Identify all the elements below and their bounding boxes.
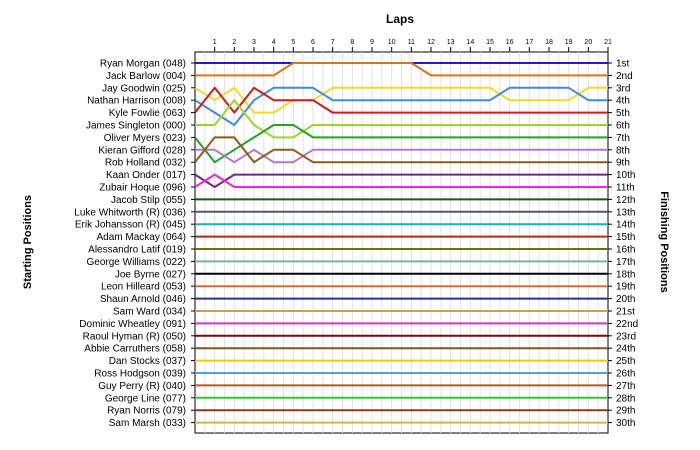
driver-label: Rob Holland (032) xyxy=(105,158,186,169)
finish-position-label: 19th xyxy=(616,282,635,293)
series-line xyxy=(194,173,608,188)
lap-tick-label: 10 xyxy=(388,39,396,46)
finish-position-label: 8th xyxy=(616,145,630,156)
driver-label: Dominic Wheatley (091) xyxy=(79,319,186,330)
finish-position-label: 2nd xyxy=(616,71,633,82)
finish-position-label: 28th xyxy=(616,393,635,404)
series-line xyxy=(194,173,608,188)
lap-tick-label: 6 xyxy=(311,39,315,46)
driver-label: Kyle Fowlie (063) xyxy=(109,108,186,119)
finish-position-label: 5th xyxy=(616,108,630,119)
driver-label: Luke Whitworth (R) (036) xyxy=(74,207,186,218)
series-line xyxy=(194,86,608,114)
finish-position-label: 23rd xyxy=(616,331,636,342)
finish-position-label: 22nd xyxy=(616,319,638,330)
driver-label: George Williams (022) xyxy=(87,257,186,268)
driver-label: Nathan Harrison (008) xyxy=(87,96,186,107)
lap-tick-label: 21 xyxy=(604,39,612,46)
chart-title: Laps xyxy=(385,12,414,26)
finish-position-label: 3rd xyxy=(616,83,630,94)
driver-label: George Line (077) xyxy=(105,393,186,404)
driver-label: Kieran Gifford (028) xyxy=(98,145,186,156)
series-line xyxy=(195,62,608,77)
driver-label: Jay Goodwin (025) xyxy=(102,83,186,94)
driver-label: Sam Ward (034) xyxy=(113,307,186,318)
lap-tick-label: 18 xyxy=(545,39,553,46)
chart-grid xyxy=(194,51,609,434)
lap-tick-label: 17 xyxy=(525,39,533,46)
lap-tick-label: 19 xyxy=(565,39,573,46)
lap-tick-label: 12 xyxy=(427,39,435,46)
finish-position-label: 6th xyxy=(616,121,630,132)
lap-tick-label: 5 xyxy=(291,39,295,46)
driver-label: Joe Byrne (027) xyxy=(115,269,186,280)
driver-label: Raoul Hyman (R) (050) xyxy=(83,331,186,342)
series-line xyxy=(194,136,608,164)
driver-label: Ryan Norris (079) xyxy=(107,406,186,417)
lap-tick-label: 8 xyxy=(350,39,354,46)
finish-position-label: 17th xyxy=(616,257,635,268)
driver-label: Adam Mackay (064) xyxy=(97,232,186,243)
finish-position-label: 14th xyxy=(616,220,635,231)
driver-label: Zubair Hoque (096) xyxy=(99,183,186,194)
lap-tick-label: 7 xyxy=(331,39,335,46)
driver-label: Ryan Morgan (048) xyxy=(100,59,186,70)
series-line xyxy=(194,124,608,164)
finish-position-label: 18th xyxy=(616,269,635,280)
driver-label: Erik Johansson (R) (045) xyxy=(75,220,186,231)
finish-position-label: 11th xyxy=(616,183,635,194)
driver-label: Guy Perry (R) (040) xyxy=(98,381,186,392)
finish-position-label: 29th xyxy=(616,406,635,417)
finish-position-label: 1st xyxy=(616,59,630,70)
finish-position-label: 25th xyxy=(616,356,635,367)
lap-tick-label: 2 xyxy=(232,39,236,46)
finish-position-label: 15th xyxy=(616,232,635,243)
finish-position-label: 24th xyxy=(616,344,635,355)
driver-label: Abbie Carruthers (058) xyxy=(84,344,186,355)
finish-position-label: 10th xyxy=(616,170,635,181)
driver-label: Leon Hilleard (053) xyxy=(101,282,186,293)
finish-position-label: 27th xyxy=(616,381,635,392)
finish-position-label: 4th xyxy=(616,96,630,107)
driver-label: Alessandro Latif (019) xyxy=(88,245,186,256)
chart-series-lines xyxy=(194,62,608,424)
driver-label: Kaan Onder (017) xyxy=(106,170,186,181)
finish-position-label: 7th xyxy=(616,133,630,144)
finish-position-label: 20th xyxy=(616,294,635,305)
finish-position-label: 16th xyxy=(616,245,635,256)
lap-tick-label: 13 xyxy=(447,39,455,46)
driver-label: Sam Marsh (033) xyxy=(109,418,186,429)
lap-tick-label: 14 xyxy=(466,39,474,46)
finish-position-label: 26th xyxy=(616,369,635,380)
finish-position-label: 13th xyxy=(616,207,635,218)
driver-label: Jacob Stilp (055) xyxy=(111,195,186,206)
lap-tick-label: 16 xyxy=(506,39,514,46)
driver-label: Dan Stocks (037) xyxy=(109,356,186,367)
driver-label: Shaun Arnold (046) xyxy=(100,294,186,305)
lap-tick-label: 9 xyxy=(370,39,374,46)
lap-tick-label: 3 xyxy=(252,39,256,46)
driver-label: Oliver Myers (023) xyxy=(104,133,186,144)
finish-position-label: 12th xyxy=(616,195,635,206)
driver-label: James Singleton (000) xyxy=(86,121,186,132)
lap-tick-label: 20 xyxy=(584,39,592,46)
lap-tick-label: 15 xyxy=(486,39,494,46)
lap-tick-label: 1 xyxy=(213,39,217,46)
finish-position-label: 9th xyxy=(616,158,630,169)
lap-tick-label: 11 xyxy=(408,39,415,46)
finish-position-label: 21st xyxy=(616,307,635,318)
lap-tick-label: 4 xyxy=(272,39,276,46)
series-line xyxy=(194,86,608,114)
driver-label: Jack Barlow (004) xyxy=(106,71,186,82)
driver-label: Ross Hodgson (039) xyxy=(94,369,186,380)
finish-position-label: 30th xyxy=(616,418,635,429)
